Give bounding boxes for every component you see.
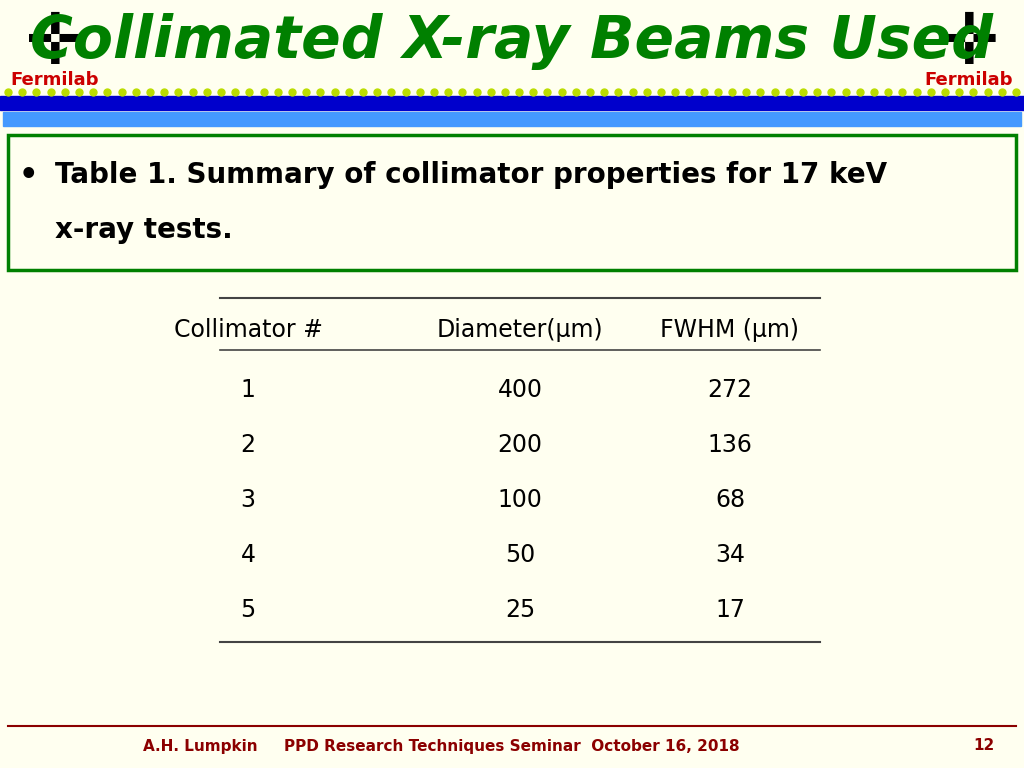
Text: 12: 12	[974, 739, 994, 753]
Bar	[0, 96, 1024, 110]
Text: 5: 5	[241, 598, 256, 622]
Text: A.H. Lumpkin: A.H. Lumpkin	[142, 739, 257, 753]
Text: Fermilab: Fermilab	[10, 71, 99, 89]
Text: 1: 1	[241, 378, 255, 402]
Text: 17: 17	[715, 598, 744, 622]
Text: 100: 100	[498, 488, 543, 512]
Text: 68: 68	[715, 488, 745, 512]
Text: Diameter(μm): Diameter(μm)	[436, 318, 603, 342]
Text: PPD Research Techniques Seminar  October 16, 2018: PPD Research Techniques Seminar October …	[285, 739, 739, 753]
Text: 34: 34	[715, 543, 745, 567]
Text: x-ray tests.: x-ray tests.	[55, 216, 232, 244]
Text: 2: 2	[241, 433, 256, 457]
Text: 272: 272	[708, 378, 753, 402]
Text: 3: 3	[241, 488, 256, 512]
Text: Table 1. Summary of collimator properties for 17 keV: Table 1. Summary of collimator propertie…	[55, 161, 887, 189]
Text: 200: 200	[498, 433, 543, 457]
Text: 136: 136	[708, 433, 753, 457]
Text: ✛: ✛	[939, 11, 999, 80]
Text: 400: 400	[498, 378, 543, 402]
Text: 4: 4	[241, 543, 256, 567]
Text: ✛: ✛	[25, 11, 85, 80]
Text: FWHM (μm): FWHM (μm)	[660, 318, 800, 342]
Text: •: •	[18, 161, 38, 190]
Text: 50: 50	[505, 543, 536, 567]
Text: Fermilab: Fermilab	[925, 71, 1014, 89]
Text: Collimated X-ray Beams Used: Collimated X-ray Beams Used	[31, 14, 993, 71]
Bar	[3, 112, 1021, 126]
Text: Collimator #: Collimator #	[173, 318, 323, 342]
FancyBboxPatch shape	[8, 135, 1016, 270]
Text: 25: 25	[505, 598, 536, 622]
